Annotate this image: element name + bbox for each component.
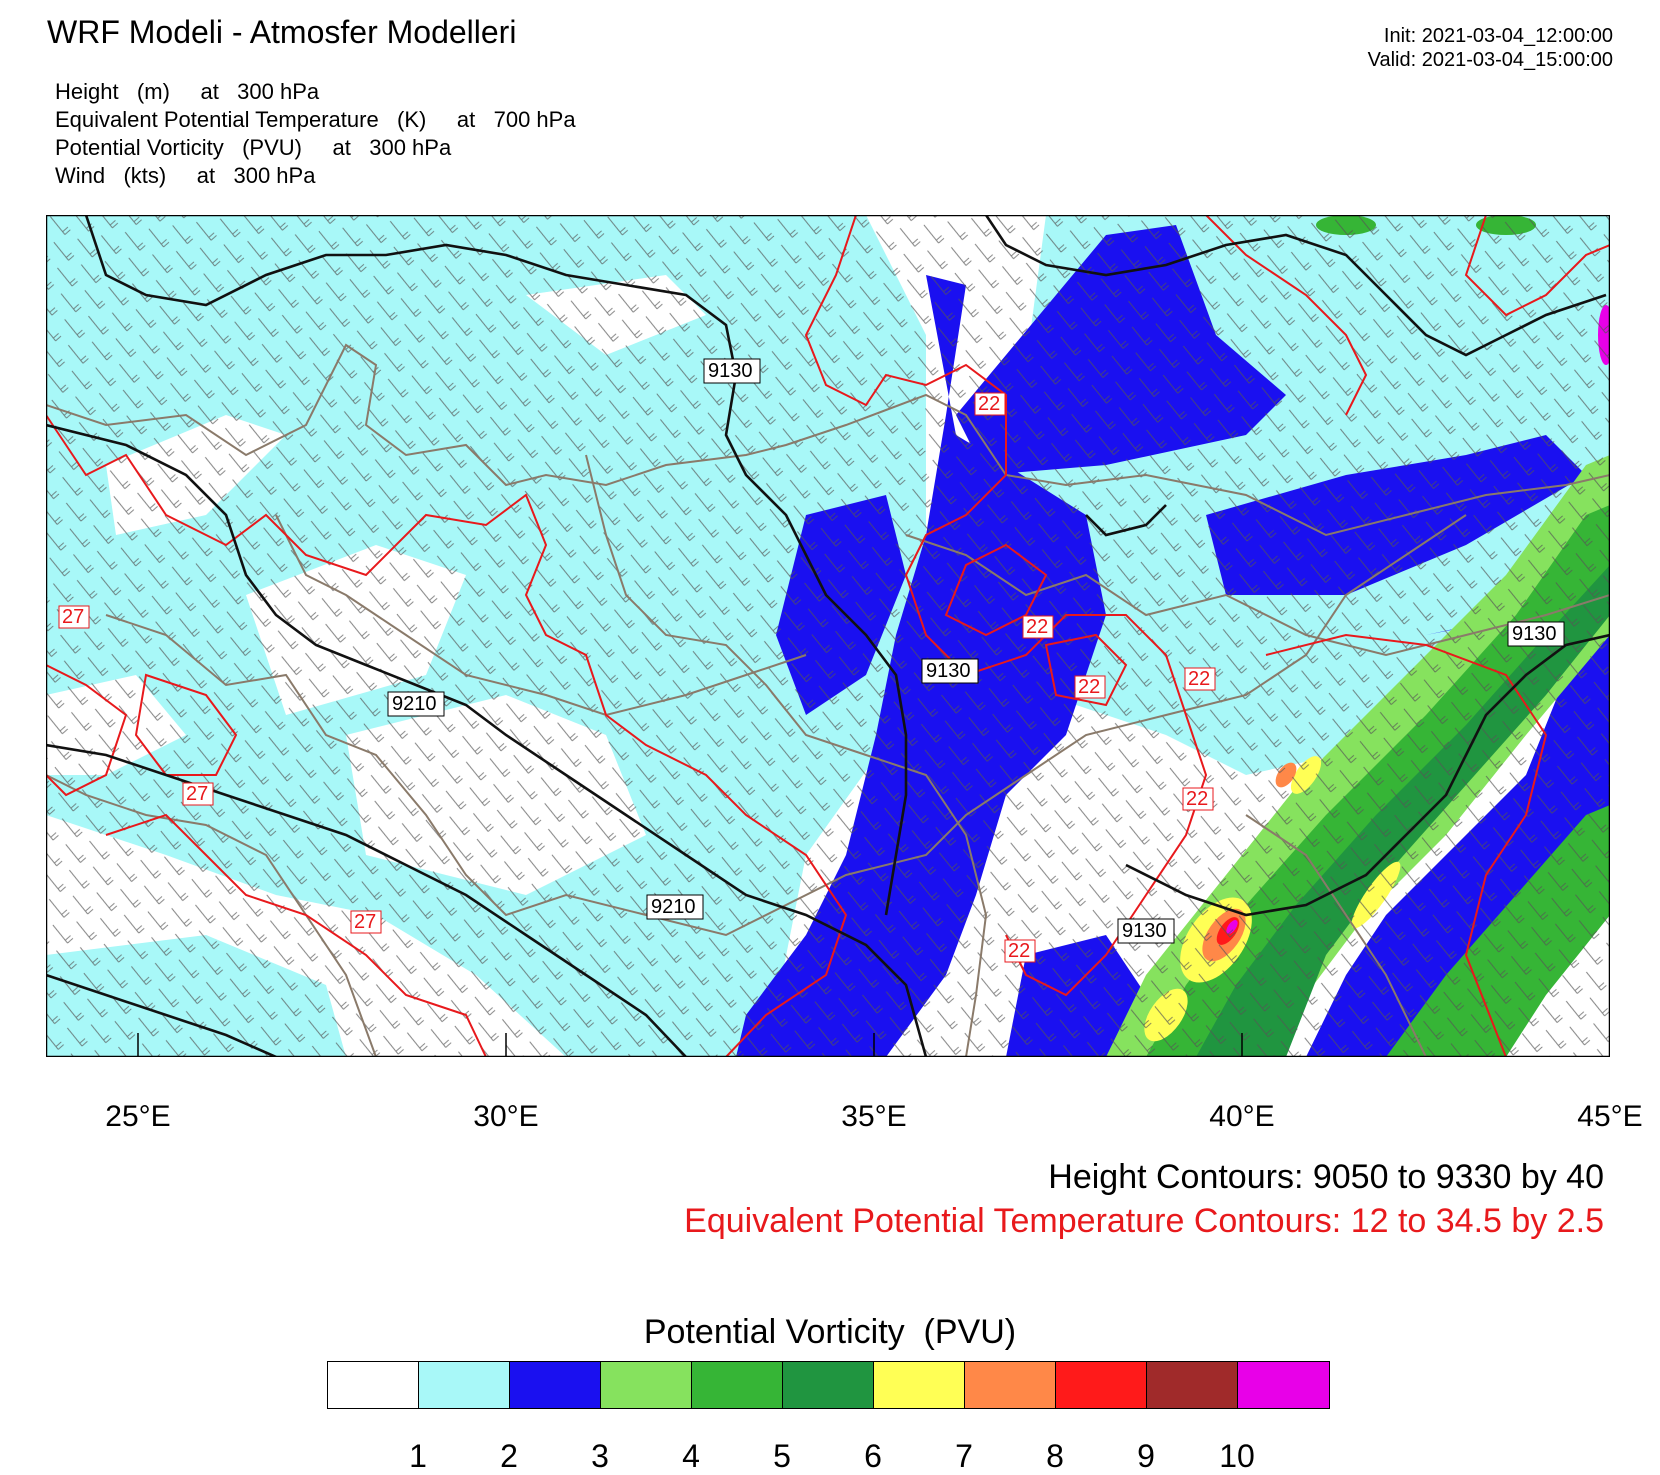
time-info: Init: 2021-03-04_12:00:00 Valid: 2021-03… (1368, 24, 1613, 72)
theta-e-contours (46, 215, 1610, 1057)
theta-e-contour-info: Equivalent Potential Temperature Contour… (684, 1202, 1604, 1240)
colorbar-swatch (419, 1362, 510, 1408)
lon-tick-label: 35°E (841, 1100, 907, 1133)
valid-time: Valid: 2021-03-04_15:00:00 (1367, 49, 1613, 71)
weather-map: 9130 9210 9130 9210 9130 9130 22 27 22 2… (46, 215, 1610, 1057)
height-label: 9210 (392, 693, 437, 715)
height-label: 9210 (651, 896, 696, 918)
colorbar-tick-label: 2 (500, 1438, 518, 1474)
colorbar-tick-label: 3 (591, 1438, 609, 1474)
colorbar-tick-label: 5 (773, 1438, 791, 1474)
height-label: 9130 (1512, 623, 1557, 645)
theta-e-label: 27 (62, 606, 84, 628)
colorbar-tick-label: 1 (409, 1438, 427, 1474)
theta-e-label: 27 (186, 783, 208, 805)
colorbar-swatch (601, 1362, 692, 1408)
colorbar-tick-label: 4 (682, 1438, 700, 1474)
colorbar-swatch (692, 1362, 783, 1408)
theta-e-label: 22 (1078, 676, 1100, 698)
height-contours (46, 215, 1610, 1057)
colorbar-swatch (328, 1362, 419, 1408)
theta-e-label: 22 (978, 393, 1000, 415)
lon-tick-label: 25°E (105, 1100, 171, 1133)
theta-e-label: 27 (354, 911, 376, 933)
lon-tick-label: 45°E (1577, 1100, 1643, 1133)
theta-e-labels: 22 27 22 22 22 27 22 27 22 (58, 392, 1216, 963)
field-height: Height (m) at 300 hPa (55, 79, 320, 104)
wind-barbs (46, 215, 1610, 1057)
colorbar-swatch (510, 1362, 601, 1408)
field-wind: Wind (kts) at 300 hPa (55, 163, 316, 188)
init-time: Init: 2021-03-04_12:00:00 (1383, 25, 1613, 47)
theta-e-label: 22 (1026, 616, 1048, 638)
field-descriptions: Height (m) at 300 hPa Equivalent Potenti… (55, 78, 576, 190)
colorbar-swatch (783, 1362, 874, 1408)
colorbar-tick-label: 9 (1137, 1438, 1155, 1474)
colorbar-swatch (1238, 1362, 1329, 1408)
colorbar-tick-label: 7 (955, 1438, 973, 1474)
colorbar-tick-label: 8 (1046, 1438, 1064, 1474)
height-label: 9130 (1122, 920, 1167, 942)
colorbar-swatch (965, 1362, 1056, 1408)
height-label: 9130 (926, 660, 971, 682)
lon-tick-label: 40°E (1209, 1100, 1275, 1133)
colorbar (327, 1361, 1330, 1409)
height-label: 9130 (708, 360, 753, 382)
field-pv: Potential Vorticity (PVU) at 300 hPa (55, 135, 452, 160)
map-title: WRF Modeli - Atmosfer Modelleri (47, 14, 517, 50)
field-theta-e: Equivalent Potential Temperature (K) at … (55, 107, 576, 132)
boundaries (46, 343, 1610, 1057)
colorbar-swatch (1056, 1362, 1147, 1408)
colorbar-tick-label: 6 (864, 1438, 882, 1474)
height-labels: 9130 9210 9130 9210 9130 9130 (387, 358, 1565, 944)
lon-ticks (137, 1033, 1610, 1057)
theta-e-label: 22 (1186, 788, 1208, 810)
theta-e-label: 22 (1008, 940, 1030, 962)
theta-e-label: 22 (1188, 668, 1210, 690)
lon-tick-label: 30°E (473, 1100, 539, 1133)
colorbar-swatch (1147, 1362, 1238, 1408)
colorbar-swatch (874, 1362, 965, 1408)
colorbar-title: Potential Vorticity (PVU) (643, 1313, 1017, 1351)
height-contour-info: Height Contours: 9050 to 9330 by 40 (1048, 1158, 1604, 1196)
colorbar-tick-label: 10 (1219, 1438, 1255, 1474)
